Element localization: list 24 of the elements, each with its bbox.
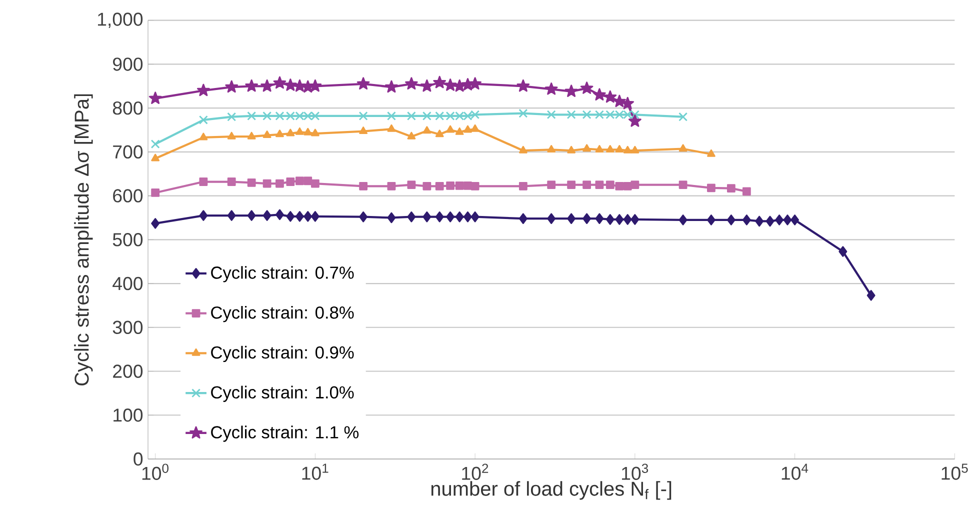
- legend-label: Cyclic strain: 1.1 %: [211, 426, 359, 442]
- y-tick-label: 900: [113, 58, 143, 71]
- x-tick-label: 10$^{0}$: [142, 464, 168, 480]
- x-tick-label: 10$^{4}$: [782, 464, 808, 480]
- x-tick-label: 10$^{1}$: [302, 464, 328, 480]
- y-tick-label: 500: [112, 233, 143, 246]
- y-axis-title: Cyclic stress amplitude Δσ [MPa]: [74, 94, 93, 386]
- x-axis-title: number of load cycles N$_{f}$ [-]: [431, 481, 672, 500]
- y-tick-label: 600: [113, 189, 143, 202]
- legend-label: Cyclic strain: 0.7%: [211, 266, 354, 282]
- y-tick-label: 100: [114, 408, 143, 422]
- x-tick-label: 10$^{3}$: [622, 464, 648, 480]
- legend-label: Cyclic strain: 1.0%: [211, 386, 354, 402]
- y-tick-label: 200: [113, 364, 143, 378]
- y-tick-label: 0: [134, 452, 143, 466]
- y-tick-label: 400: [112, 276, 143, 290]
- y-tick-label: 300: [112, 320, 143, 334]
- x-tick-label: 10$^{5}$: [942, 464, 968, 480]
- x-tick-label: 10$^{2}$: [462, 464, 488, 480]
- y-tick-label: 1,000: [98, 12, 143, 28]
- y-tick-label: 700: [113, 145, 143, 159]
- y-tick-label: 800: [112, 101, 143, 115]
- legend-label: Cyclic strain: 0.9%: [211, 346, 354, 362]
- legend-label: Cyclic strain: 0.8%: [211, 306, 354, 322]
